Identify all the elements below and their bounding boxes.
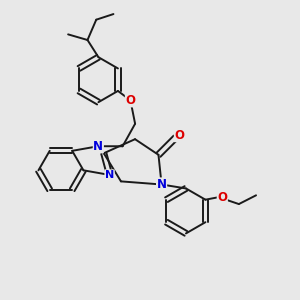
Text: O: O [174,129,184,142]
Text: N: N [93,140,103,153]
Text: N: N [105,170,114,180]
Text: O: O [125,94,135,107]
Text: N: N [157,178,166,191]
Text: O: O [217,191,227,204]
